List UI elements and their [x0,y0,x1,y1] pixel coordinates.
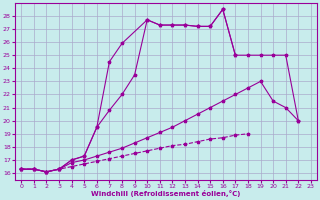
X-axis label: Windchill (Refroidissement éolien,°C): Windchill (Refroidissement éolien,°C) [92,190,241,197]
